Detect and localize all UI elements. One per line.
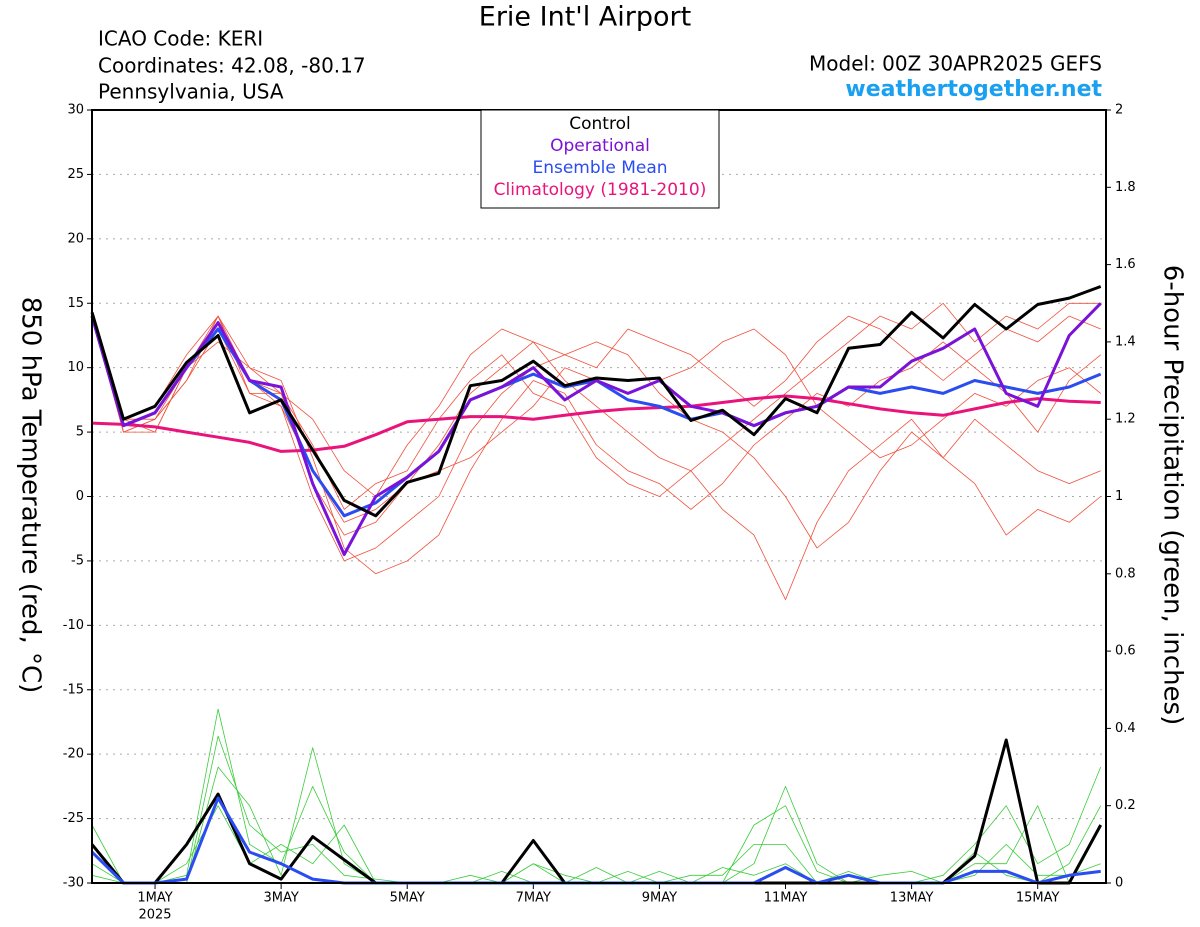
x-year-label: 2025 [138,908,171,923]
chart-title: Erie Int'l Airport [479,2,691,33]
y-tick-label: 10 [67,360,84,375]
precip-member-line [91,747,1102,884]
y-tick-label: -15 [63,682,84,697]
x-tick-label: 13MAY [890,891,934,906]
y-tick-label: 20 [67,231,84,246]
temp-line [90,285,1102,518]
legend-entry: Ensemble Mean [532,158,667,178]
model-label: Model: 00Z 30APR2025 GEFS [809,52,1102,76]
x-tick-label: 9MAY [642,891,677,906]
temp-line [91,394,1101,453]
y-tick-label: -5 [71,553,84,568]
y-tick-label: 5 [76,425,84,440]
x-tick-label: 11MAY [764,891,808,906]
y-tick-label: -10 [63,618,84,633]
y-axis-label: 850 hPa Temperature (red, °C) [16,297,46,694]
y2-tick-label: 1.6 [1115,257,1136,272]
temp-member-line [91,315,1101,575]
y-tick-label: 30 [67,103,84,118]
precip-line [90,796,1101,885]
x-tick-label: 5MAY [390,891,425,906]
y2-axis-label: 6-hour Precipitation (green, inches) [1158,265,1188,725]
y-tick-label: 25 [67,167,84,182]
temp-member-line [91,315,1101,562]
y2-tick-label: 1.2 [1115,412,1136,427]
legend-entry: Climatology (1981-2010) [494,180,707,200]
temp-member-line [91,302,1101,536]
y-tick-label: -25 [63,811,84,826]
y2-tick-label: 0.4 [1115,721,1136,736]
legend-box [480,109,720,209]
legend-entry: Operational [550,136,650,156]
x-tick-label: 7MAY [516,891,551,906]
y-tick-label: -30 [63,876,84,891]
y-tick-label: -20 [63,747,84,762]
precip-member-line [91,735,1101,884]
site-label: weathertogether.net [845,77,1102,102]
info-line: Pennsylvania, USA [98,80,284,104]
y-tick-label: 15 [67,296,84,311]
x-tick-label: 1MAY [137,891,172,906]
info-line: ICAO Code: KERI [98,27,263,51]
temp-line [90,302,1102,556]
y2-tick-label: 0 [1115,876,1123,891]
y2-tick-label: 0.8 [1115,566,1136,581]
precip-member-line [91,708,1102,884]
y2-tick-label: 0.6 [1115,644,1136,659]
y-tick-label: 0 [76,489,84,504]
y2-tick-label: 1.8 [1115,180,1136,195]
y2-tick-label: 0.2 [1115,798,1136,813]
info-line: Coordinates: 42.08, -80.17 [98,54,366,78]
y2-tick-label: 1 [1115,489,1123,504]
y2-tick-label: 1.4 [1115,334,1136,349]
x-tick-label: 15MAY [1016,891,1060,906]
x-tick-label: 3MAY [263,891,298,906]
y2-tick-label: 2 [1115,103,1123,118]
precip-line [90,738,1103,885]
temp-member-line [91,315,1101,497]
legend-entry: Control [569,114,630,134]
temp-member-line [91,315,1101,600]
